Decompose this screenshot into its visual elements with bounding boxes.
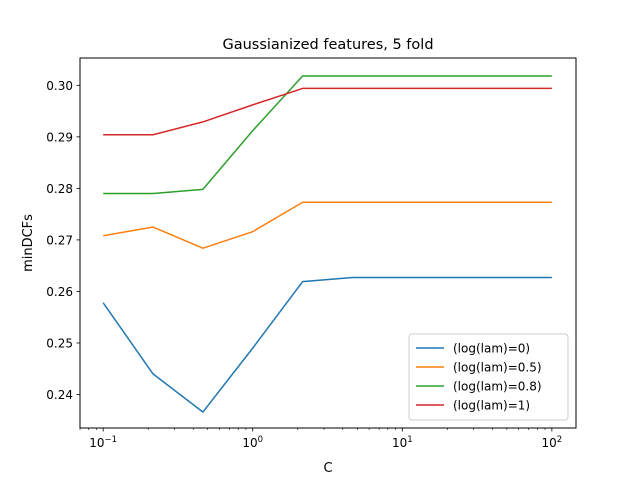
x-tick-label-0: 10−1	[89, 435, 117, 450]
y-axis: 0.24 0.25 0.26 0.27 0.28 0.29 0.30	[46, 79, 80, 402]
plot-frame	[79, 57, 577, 429]
chart-title: Gaussianized features, 5 fold	[222, 37, 433, 53]
y-axis-label: minDCFs	[21, 214, 36, 272]
legend: (log(lam)=0) (log(lam)=0.5) (log(lam)=0.…	[408, 333, 569, 421]
y-tick-label-0: 0.24	[46, 388, 73, 402]
series-line-0	[102, 276, 552, 413]
y-tick-label-2: 0.26	[46, 285, 73, 299]
series-layer	[102, 75, 552, 413]
y-tick-label-4: 0.28	[46, 182, 73, 196]
x-axis: 10−1 100 101 102	[79, 428, 563, 450]
legend-label-3: (log(lam)=1)	[453, 399, 530, 413]
series-line-1	[103, 201, 552, 249]
legend-label-2: (log(lam)=0.8)	[453, 380, 542, 394]
x-tick-label-3: 102	[542, 435, 563, 450]
legend-label-0: (log(lam)=0)	[453, 342, 530, 356]
x-axis-label: C	[323, 461, 332, 476]
y-tick-label-5: 0.29	[46, 130, 73, 144]
x-tick-label-2: 101	[392, 435, 413, 450]
legend-label-1: (log(lam)=0.5)	[453, 361, 542, 375]
series-line-3	[103, 87, 552, 136]
legend-box	[408, 333, 569, 421]
y-tick-label-3: 0.27	[46, 233, 73, 247]
y-tick-label-6: 0.30	[46, 79, 73, 93]
series-line-2	[103, 75, 552, 195]
x-tick-label-1: 100	[242, 435, 263, 450]
y-tick-label-1: 0.25	[46, 336, 73, 350]
